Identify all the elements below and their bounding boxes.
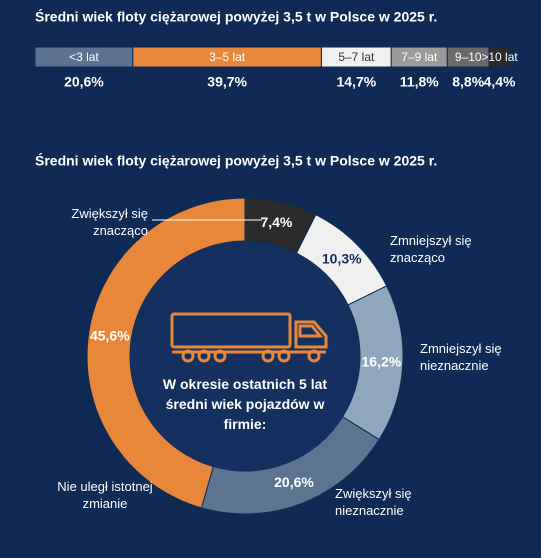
segment-label: 7–9 lat	[401, 50, 438, 64]
category-label: Zwiększył się nieznacznie	[335, 486, 412, 518]
value-label: 8,8%	[452, 74, 484, 90]
value-label: 16,2%	[361, 353, 401, 369]
value-label: 39,7%	[207, 74, 247, 90]
chart-title: Średni wiek floty ciężarowej powyżej 3,5…	[35, 8, 437, 25]
bar-segment	[488, 46, 511, 68]
segment-label: <3 lat	[69, 50, 99, 64]
donut	[86, 197, 404, 515]
value-label: 10,3%	[322, 250, 362, 266]
segment-label: 5–7 lat	[338, 50, 375, 64]
truck-icon	[170, 312, 328, 363]
value-label: 14,7%	[336, 74, 376, 90]
segment-label: 9–10	[455, 50, 482, 64]
donut-hole	[130, 241, 360, 471]
center-text: W okresie ostatnich 5 lat średni wiek po…	[162, 376, 328, 432]
category-label: Zmniejszył się znacząco	[390, 233, 472, 265]
value-label: 7,4%	[260, 214, 292, 230]
category-label: Zmniejszył się nieznacznie	[420, 341, 502, 373]
value-label: 45,6%	[90, 328, 130, 344]
value-label: 11,8%	[400, 74, 439, 90]
segment-label: >10 lat	[481, 50, 518, 64]
value-label: 20,6%	[64, 74, 104, 90]
segment-label: 3–5 lat	[209, 50, 246, 64]
chart-title: Średni wiek floty ciężarowej powyżej 3,5…	[35, 152, 437, 169]
category-label: Zwiększył się znacząco	[71, 206, 148, 238]
category-label: Nie uległ istotnej zmianie	[57, 479, 153, 511]
value-label: 20,6%	[274, 474, 314, 490]
value-label: 4,4%	[484, 74, 516, 90]
